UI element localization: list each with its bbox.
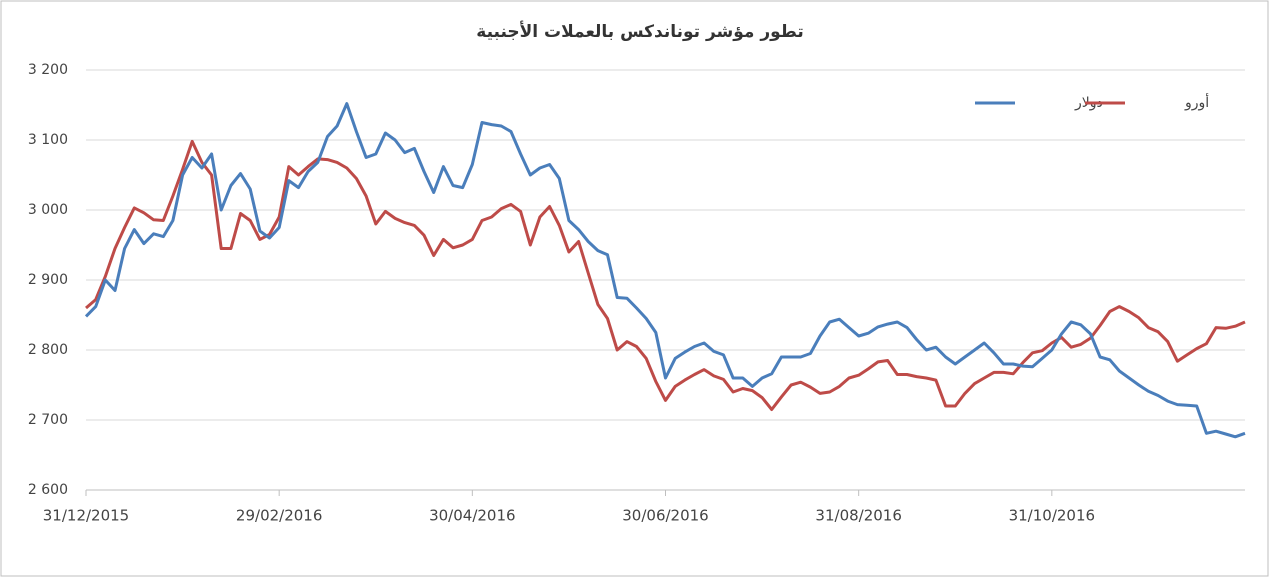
legend-label: أورو	[1184, 93, 1209, 111]
chart-title: تطور مؤشر توناندكس بالعملات الأجنبية	[476, 21, 803, 42]
y-tick-label: 3 100	[28, 132, 68, 148]
y-tick-label: 3 000	[28, 202, 68, 218]
x-tick-label: 31/10/2016	[1009, 507, 1095, 525]
x-tick-label: 30/04/2016	[429, 507, 515, 525]
series-line	[84, 102, 1246, 439]
x-tick-label: 31/12/2015	[43, 507, 129, 525]
y-tick-label: 2 600	[28, 482, 68, 498]
y-tick-label: 3 200	[28, 62, 68, 78]
x-tick-label: 31/08/2016	[815, 507, 901, 525]
x-tick-label: 29/02/2016	[236, 507, 322, 525]
y-tick-label: 2 800	[28, 342, 68, 358]
y-tick-label: 2 900	[28, 272, 68, 288]
y-tick-label: 2 700	[28, 412, 68, 428]
series-line	[85, 139, 1246, 411]
x-tick-label: 30/06/2016	[622, 507, 708, 525]
